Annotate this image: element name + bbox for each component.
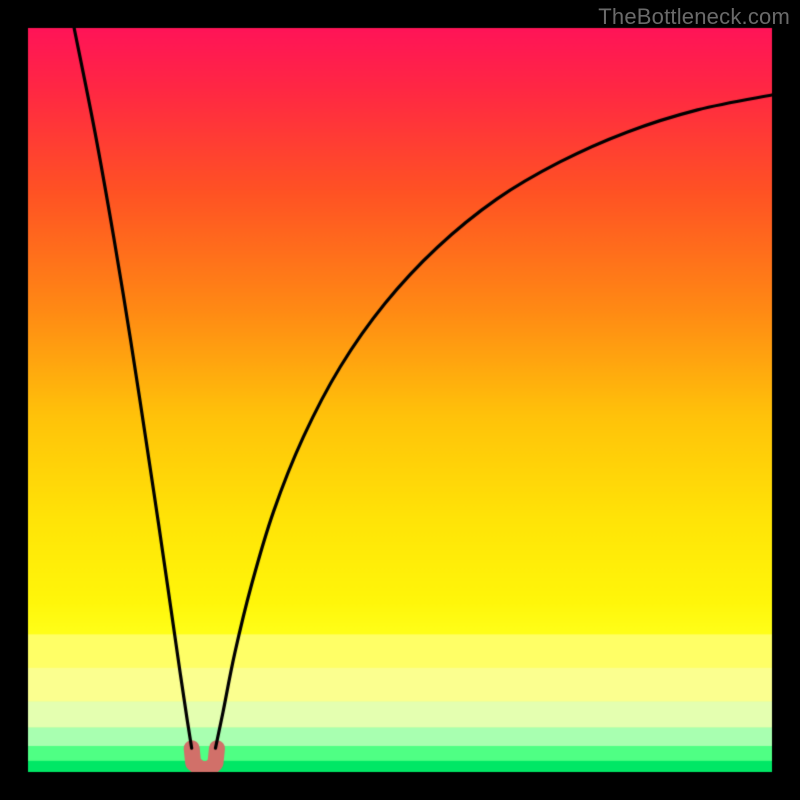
watermark-text: TheBottleneck.com (598, 4, 790, 30)
bottleneck-curve-plot (0, 0, 800, 800)
